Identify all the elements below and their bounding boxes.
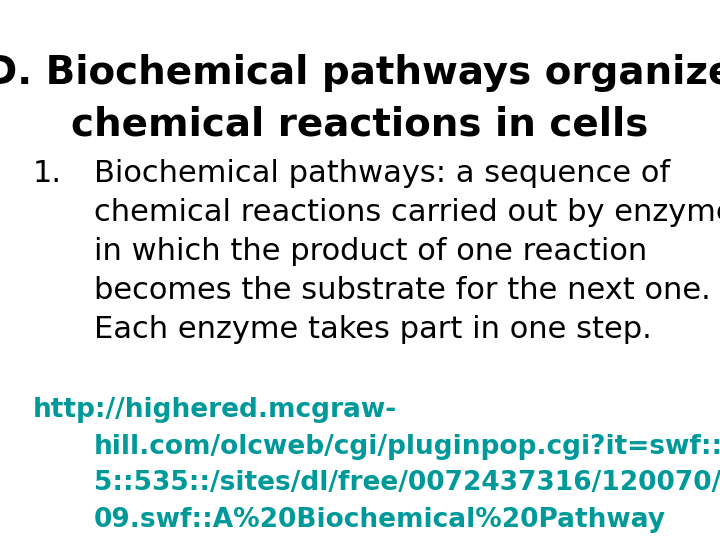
- Text: hill.com/olcweb/cgi/pluginpop.cgi?it=swf::53: hill.com/olcweb/cgi/pluginpop.cgi?it=swf…: [94, 434, 720, 460]
- Text: 5::535::/sites/dl/free/0072437316/120070/bio: 5::535::/sites/dl/free/0072437316/120070…: [94, 470, 720, 496]
- Text: 09.swf::A%20Biochemical%20Pathway: 09.swf::A%20Biochemical%20Pathway: [94, 507, 666, 533]
- Text: 1.: 1.: [32, 159, 61, 188]
- Text: D. Biochemical pathways organize: D. Biochemical pathways organize: [0, 54, 720, 92]
- Text: Each enzyme takes part in one step.: Each enzyme takes part in one step.: [94, 315, 652, 344]
- Text: becomes the substrate for the next one.: becomes the substrate for the next one.: [94, 276, 711, 305]
- Text: http://highered.mcgraw-: http://highered.mcgraw-: [32, 397, 397, 423]
- Text: Biochemical pathways: a sequence of: Biochemical pathways: a sequence of: [94, 159, 670, 188]
- Text: chemical reactions carried out by enzymes: chemical reactions carried out by enzyme…: [94, 198, 720, 227]
- Text: in which the product of one reaction: in which the product of one reaction: [94, 237, 647, 266]
- Text: chemical reactions in cells: chemical reactions in cells: [71, 105, 649, 143]
